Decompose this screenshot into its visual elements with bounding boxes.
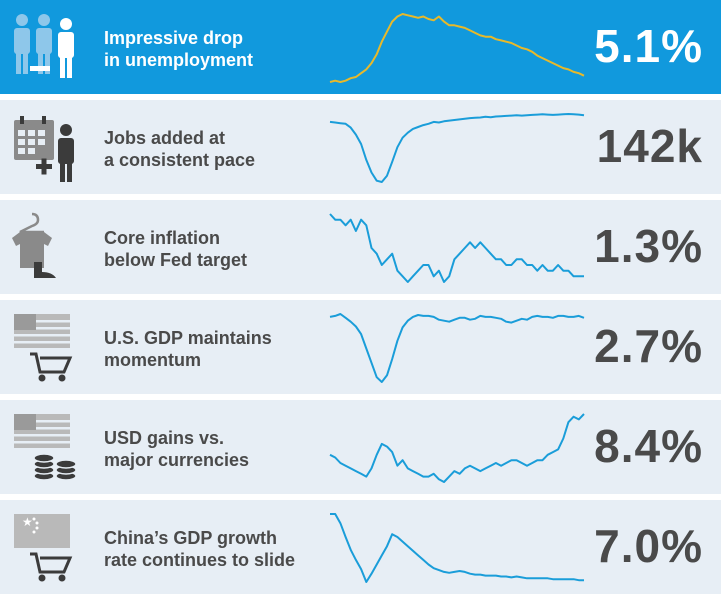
series-line <box>329 13 585 83</box>
indicator-label: China’s GDP growth rate continues to sli… <box>104 528 296 570</box>
series-line <box>329 313 585 383</box>
us-flag-cart-icon <box>14 314 73 382</box>
indicator-value: 8.4% <box>594 420 703 472</box>
calendar-worker-icon <box>14 116 74 182</box>
series-line <box>329 113 585 183</box>
us-flag-coins-icon <box>14 414 77 481</box>
people-unemployment-icon <box>14 14 74 78</box>
indicator-label: Jobs added at a consistent pace <box>104 128 256 170</box>
indicator-label: Impressive drop in unemployment <box>104 28 254 70</box>
indicator-row-usd: USD gains vs. major currencies 8.4% <box>0 400 721 494</box>
indicator-value: 5.1% <box>594 20 703 72</box>
indicator-row-china-gdp: ★ China’s GDP growth rate continues to s… <box>0 500 721 594</box>
china-flag-cart-icon: ★ <box>14 514 73 582</box>
indicator-value: 7.0% <box>594 520 703 572</box>
shirt-shoe-icon <box>12 212 56 278</box>
sparkline <box>329 13 585 83</box>
sparkline <box>330 513 584 583</box>
sparkline <box>329 213 584 283</box>
series-line <box>330 513 584 583</box>
indicator-row-us-gdp: U.S. GDP maintains momentum 2.7% <box>0 300 721 394</box>
sparkline <box>329 413 585 483</box>
sparkline <box>329 113 585 183</box>
indicator-label: U.S. GDP maintains momentum <box>104 328 272 370</box>
indicator-row-inflation: Core inflation below Fed target 1.3% <box>0 200 721 294</box>
indicator-row-unemployment: Impressive drop in unemployment 5.1% <box>0 0 721 94</box>
indicator-label: USD gains vs. major currencies <box>104 428 250 470</box>
indicator-row-jobs: Jobs added at a consistent pace 142k <box>0 100 721 194</box>
indicator-value: 1.3% <box>594 220 703 272</box>
sparkline <box>329 313 585 383</box>
indicator-value: 142k <box>596 120 703 172</box>
series-line <box>329 413 585 483</box>
indicator-value: 2.7% <box>594 320 703 372</box>
series-line <box>329 213 584 283</box>
svg-text:★: ★ <box>22 515 33 529</box>
indicator-label: Core inflation below Fed target <box>104 228 248 270</box>
